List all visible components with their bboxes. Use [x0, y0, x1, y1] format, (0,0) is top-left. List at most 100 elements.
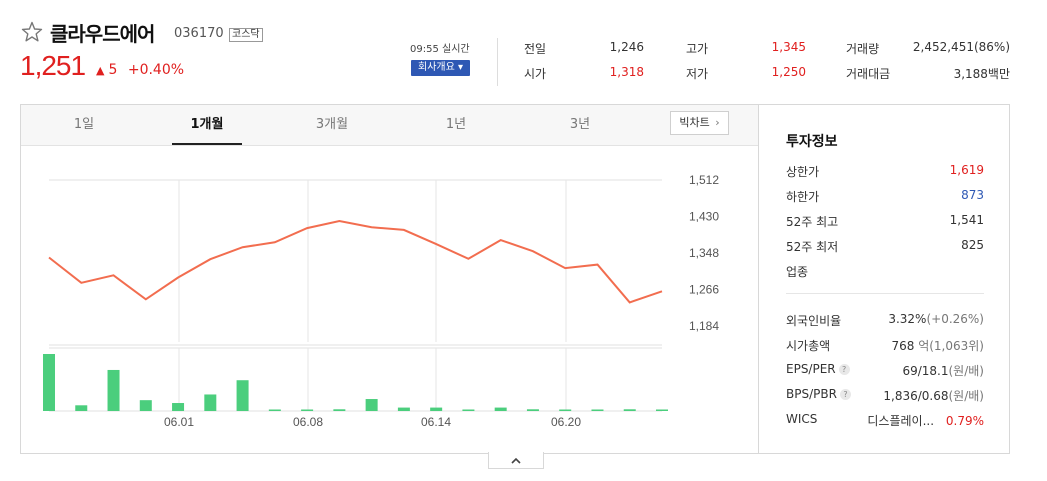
eps-per-value: 69/18.1(원/배) [902, 362, 984, 379]
x-tick-label: 06.14 [421, 415, 451, 429]
volume-bar [591, 409, 604, 411]
foreign-ratio-value: 3.32%(+0.26%) [888, 312, 984, 326]
volume-bar [43, 354, 55, 411]
eps-per-text: EPS/PER [786, 362, 836, 376]
x-tick-label: 06.01 [164, 415, 194, 429]
low-label: 저가 [686, 67, 709, 81]
price-line [48, 219, 663, 304]
low-value: 1,250 [771, 65, 806, 79]
big-chart-label: 빅차트 [679, 116, 710, 129]
volume-bar [494, 407, 507, 411]
volume-bar [204, 394, 217, 411]
volume-bar [75, 405, 88, 411]
help-icon[interactable]: ? [839, 389, 851, 400]
tab-1month[interactable]: 1개월 [172, 105, 242, 145]
trade-amount-label: 거래대금 [846, 67, 891, 81]
tab-1day[interactable]: 1일 [73, 117, 95, 132]
eps-per: 69/18.1 [902, 364, 949, 378]
favorite-star-icon[interactable] [20, 20, 44, 44]
company-info-button[interactable]: 회사개요 ▾ [411, 60, 470, 76]
wics-sector-link[interactable]: 디스플레이... [867, 414, 935, 428]
chevron-up-icon [511, 457, 521, 464]
eps-per-label: EPS/PER? [786, 362, 850, 376]
sector-label: 업종 [786, 265, 809, 279]
upper-limit-label: 상한가 [786, 165, 820, 179]
volume-bar [365, 399, 378, 411]
volume-bar [172, 403, 185, 411]
y-tick-label: 1,184 [689, 319, 719, 333]
volume-bar [462, 409, 475, 411]
price-change: ▲ 5 +0.40% [96, 62, 184, 78]
volume-bar [526, 409, 539, 411]
invest-info-title: 투자정보 [786, 134, 838, 150]
lower-limit-label: 하한가 [786, 190, 820, 204]
divider [497, 38, 498, 86]
volume-bar [236, 380, 249, 411]
high-value: 1,345 [771, 40, 806, 54]
bps-pbr-unit: (원/배) [948, 389, 985, 403]
collapse-button[interactable] [488, 452, 544, 469]
price-chart: 1,512 1,430 1,348 1,266 1,184 06.01 06.08 06.14… [43, 173, 719, 429]
market-cap-value: 768 억(1,063위) [891, 337, 984, 354]
chart-panel [20, 104, 759, 454]
current-price: 1,251 [20, 50, 86, 81]
stock-code: 036170 [174, 26, 224, 41]
tab-3month[interactable]: 3개월 [315, 117, 349, 132]
period-tabs [21, 105, 758, 146]
market-cap: 768 [891, 339, 915, 353]
wics-value: 디스플레이... 0.79% [867, 412, 984, 429]
volume-bar [139, 400, 152, 411]
prev-close-value: 1,246 [609, 40, 644, 54]
change-percent: +0.40% [127, 62, 185, 78]
52w-low-label: 52주 최저 [786, 240, 839, 254]
y-tick-label: 1,348 [689, 246, 719, 260]
volume-bar [397, 407, 410, 411]
wics-label: WICS [786, 412, 818, 426]
chevron-right-icon: › [715, 116, 720, 129]
volume-label: 거래량 [846, 42, 880, 56]
upper-limit-value: 1,619 [949, 163, 984, 177]
volume-bar [333, 409, 346, 411]
y-tick-label: 1,430 [689, 210, 719, 224]
foreign-ratio-change: (+0.26%) [926, 312, 984, 326]
volume-value: 2,452,451(86%) [912, 40, 1010, 54]
foreign-ratio-label: 외국인비율 [786, 314, 842, 328]
bps-pbr-label: BPS/PBR? [786, 387, 851, 401]
up-triangle-icon: ▲ [96, 64, 105, 77]
wics-change: 0.79% [945, 414, 984, 428]
volume-bar [301, 409, 314, 411]
tab-3year[interactable]: 3년 [569, 117, 591, 132]
foreign-ratio: 3.32% [888, 312, 927, 326]
stock-name: 클라우드에어 [50, 22, 155, 46]
realtime-label: 09:55 실시간 [410, 44, 470, 55]
x-tick-label: 06.08 [293, 415, 323, 429]
volume-bar [107, 369, 120, 411]
help-icon[interactable]: ? [838, 364, 850, 375]
bps-pbr-text: BPS/PBR [786, 387, 837, 401]
invest-info-panel [758, 104, 1010, 454]
tab-1year[interactable]: 1년 [445, 117, 467, 132]
big-chart-button[interactable]: 빅차트 › [670, 111, 729, 135]
x-tick-label: 06.20 [551, 415, 581, 429]
y-tick-label: 1,512 [689, 173, 719, 187]
eps-per-unit: (원/배) [948, 364, 985, 378]
market-cap-unit: 억(1,063위) [918, 339, 984, 353]
open-value: 1,318 [609, 65, 644, 79]
volume-bar [430, 407, 443, 411]
high-label: 고가 [686, 42, 709, 56]
lower-limit-value: 873 [961, 188, 984, 202]
bps-pbr: 1,836/0.68 [883, 389, 949, 403]
volume-bar [268, 409, 281, 411]
divider [786, 293, 984, 294]
market-cap-label: 시가총액 [786, 339, 831, 353]
y-tick-label: 1,266 [689, 283, 719, 297]
market-badge: 코스닥 [229, 28, 263, 42]
trade-amount-value: 3,188백만 [953, 67, 1010, 81]
volume-bar [656, 409, 668, 411]
bps-pbr-value: 1,836/0.68(원/배) [883, 387, 984, 404]
52w-high-value: 1,541 [949, 213, 984, 227]
volume-bar [623, 409, 636, 411]
52w-high-label: 52주 최고 [786, 215, 839, 229]
change-amount: 5 [108, 62, 118, 78]
volume-bar [559, 409, 572, 411]
